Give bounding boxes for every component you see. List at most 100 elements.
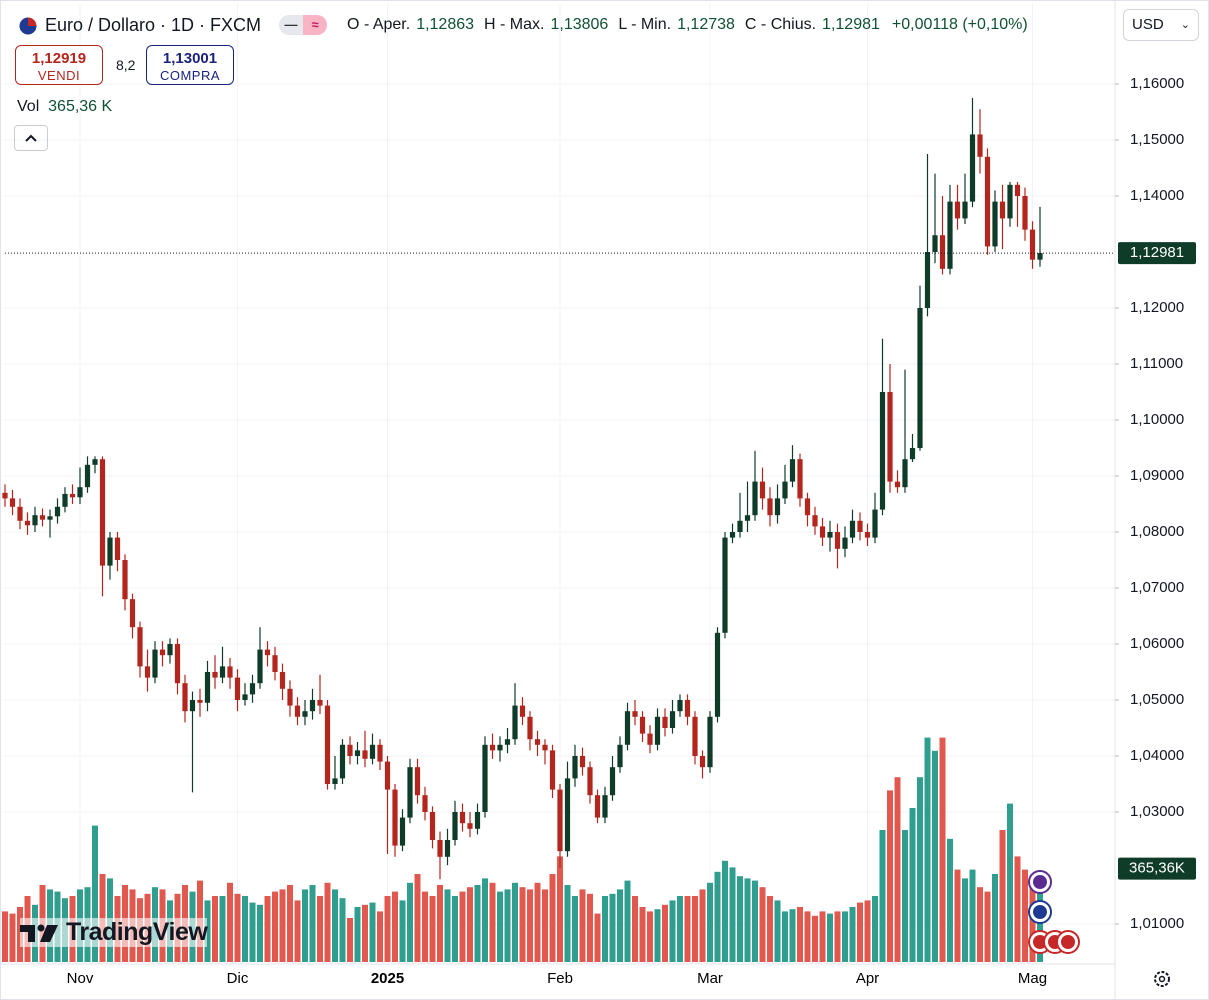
volume-bar xyxy=(737,876,743,962)
volume-bar xyxy=(527,889,533,962)
candle-body xyxy=(594,795,601,818)
ohlc-change: +0,00118 (+0,10%) xyxy=(891,16,1028,33)
y-tick-label: 1,06000 xyxy=(1130,635,1184,652)
currency: USD xyxy=(1132,16,1164,33)
candle-body xyxy=(572,755,578,779)
candle-body xyxy=(1022,196,1028,230)
volume-bar xyxy=(2,911,8,962)
volume-bar xyxy=(392,891,398,962)
currency-select[interactable]: USD ⌄ xyxy=(1123,9,1199,41)
candles xyxy=(2,98,1115,880)
volume-bar xyxy=(722,860,728,962)
candle-body xyxy=(332,778,338,784)
candle-body xyxy=(587,767,593,796)
volume-bar xyxy=(302,889,308,962)
volume-bar xyxy=(384,896,391,962)
volume-bar xyxy=(617,889,623,962)
y-tick-label: 1,16000 xyxy=(1130,75,1184,92)
candle-body xyxy=(887,392,893,482)
candle-body xyxy=(197,699,203,703)
symbol-title[interactable]: Euro / Dollaro · 1D · FXCM xyxy=(45,14,262,35)
volume-bar xyxy=(414,874,421,962)
candle-body xyxy=(519,705,526,717)
logo[interactable]: TradingView xyxy=(20,918,208,947)
candle-body xyxy=(129,599,136,628)
volume-bar xyxy=(407,882,413,962)
volume-bar xyxy=(429,896,436,962)
volume-bar xyxy=(497,891,503,962)
candle-body xyxy=(842,537,848,549)
volume-bar xyxy=(264,896,271,962)
candle-body xyxy=(564,778,571,852)
volume-bar xyxy=(339,898,346,962)
volume-bar xyxy=(917,777,923,962)
volume-bar xyxy=(774,900,781,962)
volume-bar xyxy=(894,777,901,962)
spread: 8,2 xyxy=(116,57,136,73)
candle-body xyxy=(722,537,728,633)
candle-body xyxy=(782,481,788,499)
collapse-button[interactable] xyxy=(14,125,48,151)
candle-body xyxy=(744,515,751,521)
candle-body xyxy=(272,655,278,672)
y-tick-label: 1,12000 xyxy=(1130,299,1184,316)
candle-body xyxy=(654,716,661,745)
volume-bar xyxy=(579,889,586,962)
volume-bar xyxy=(594,913,601,962)
candle-body xyxy=(234,677,241,700)
volume-bar xyxy=(662,904,668,962)
candle-body xyxy=(399,817,406,846)
buy-button[interactable]: 1,13001 COMPRA xyxy=(146,45,234,85)
volume-bar xyxy=(819,911,826,962)
volume-bar xyxy=(977,887,983,962)
candle-body xyxy=(789,459,796,482)
volume-bar xyxy=(677,896,683,962)
volume-bar xyxy=(227,882,233,962)
candle-body xyxy=(857,520,863,532)
ohlc-value: 1,12738 xyxy=(677,16,735,33)
candle-body xyxy=(542,744,548,751)
last-price-badge xyxy=(1118,242,1196,265)
candle-body xyxy=(32,515,38,526)
candle-body xyxy=(99,459,106,566)
candle-body xyxy=(219,666,226,678)
volume-bar xyxy=(1022,869,1028,962)
candle-body xyxy=(1007,184,1013,219)
volume-bar xyxy=(399,900,406,962)
volume-bar xyxy=(549,874,556,962)
candle-body xyxy=(122,559,128,600)
candle-body xyxy=(47,516,53,520)
candle-body xyxy=(602,795,608,818)
volume-bar xyxy=(887,790,893,962)
candle-body xyxy=(632,711,638,717)
candle-body xyxy=(309,699,316,712)
sell-button[interactable]: 1,12919 VENDI xyxy=(15,45,103,85)
volume-bar xyxy=(849,907,856,962)
chevron xyxy=(25,134,37,142)
candle-body xyxy=(804,498,811,516)
volume-bar xyxy=(519,887,526,962)
volume-bar xyxy=(309,885,316,962)
status-pill[interactable]: — ≈ xyxy=(279,15,328,35)
volume-bar xyxy=(422,891,428,962)
y-tick-label: 1,07000 xyxy=(1130,579,1184,596)
candle-body xyxy=(92,459,98,465)
candle-body xyxy=(767,498,773,516)
volume-bar xyxy=(947,838,953,962)
candle-body xyxy=(302,711,308,717)
volume-bar xyxy=(632,896,638,962)
candle-body xyxy=(557,789,563,852)
volume-bar xyxy=(999,830,1006,962)
candle-body xyxy=(729,531,736,538)
candle-body xyxy=(384,761,391,790)
y-tick-label: 1,14000 xyxy=(1130,187,1184,204)
candle-body xyxy=(617,744,623,768)
volume-bar xyxy=(969,869,976,962)
candle-body xyxy=(317,699,323,706)
volume-bar xyxy=(609,893,616,962)
candle-body xyxy=(714,632,721,717)
volume-bar xyxy=(639,907,646,962)
candle-body xyxy=(819,526,826,538)
volume-bar xyxy=(909,808,916,962)
candle-body xyxy=(249,683,256,695)
